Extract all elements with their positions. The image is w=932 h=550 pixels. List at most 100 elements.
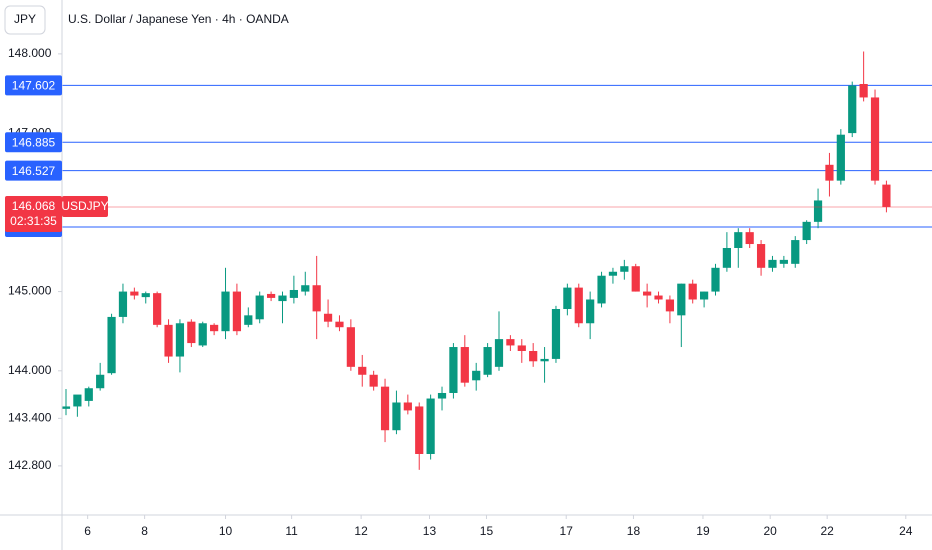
candle-body <box>756 244 766 268</box>
symbol-label: USDJPY <box>61 199 108 213</box>
candle-body <box>369 374 378 387</box>
candle-body <box>61 406 71 409</box>
candle-body <box>813 200 823 222</box>
candle-body <box>802 221 811 241</box>
x-tick-label: 22 <box>820 524 834 538</box>
candle-body <box>301 285 310 292</box>
candle-body <box>677 283 686 316</box>
candle-body <box>244 315 253 325</box>
candle-body <box>540 358 549 362</box>
candle-body <box>346 327 355 367</box>
y-tick-label: 148.000 <box>8 46 52 60</box>
candle-body <box>870 97 880 181</box>
candle-body <box>118 291 128 317</box>
candle-body <box>107 316 116 374</box>
candle-body <box>620 266 629 272</box>
candle-body <box>779 259 788 264</box>
x-tick-label: 15 <box>480 524 494 538</box>
candle-body <box>472 370 481 381</box>
x-tick-label: 11 <box>285 524 298 538</box>
candle-body <box>688 283 697 300</box>
candle-body <box>437 392 447 399</box>
candle-body <box>312 285 321 312</box>
y-tick-label: 144.000 <box>8 363 52 377</box>
candle-body <box>574 287 583 324</box>
x-tick-label: 19 <box>696 524 710 538</box>
candle-body <box>232 291 242 332</box>
level-tag-label: 147.602 <box>12 79 56 93</box>
candle-body <box>84 388 93 401</box>
candle-body <box>859 83 868 98</box>
candle-body <box>153 293 162 325</box>
x-tick-label: 10 <box>219 524 233 538</box>
candle-body <box>266 293 276 298</box>
currency: JPY <box>14 12 36 26</box>
candle-body <box>289 289 298 298</box>
x-tick-label: 8 <box>141 524 148 538</box>
level-tag <box>5 132 62 153</box>
candle-body <box>96 374 105 389</box>
candle-body <box>403 402 412 411</box>
price-tag <box>5 195 62 232</box>
currency-box[interactable] <box>4 5 46 35</box>
candle-body <box>358 366 367 375</box>
x-tick-label: 20 <box>764 524 778 538</box>
candle-body <box>882 184 891 207</box>
candle-body <box>221 291 230 332</box>
candle-body <box>517 345 526 351</box>
x-tick-label: 13 <box>423 524 437 538</box>
x-tick-label: 17 <box>560 524 574 538</box>
plot <box>61 51 932 470</box>
x-tick-label: 18 <box>627 524 641 538</box>
candle-body <box>130 291 139 296</box>
price-tag-label: 146.068 <box>12 199 56 213</box>
candle-body <box>483 347 492 375</box>
level-tag-label: 146.527 <box>12 164 56 178</box>
tags: 147.602146.885146.527145.815146.06802:31… <box>5 75 109 237</box>
level-tag <box>5 75 62 96</box>
candle-body <box>198 323 207 346</box>
candle-body <box>711 267 720 292</box>
level-tag <box>5 160 62 181</box>
chart-title: U.S. Dollar / Japanese Yen · 4h · OANDA <box>68 12 289 26</box>
candle-body <box>597 275 606 304</box>
candle-body <box>380 386 390 431</box>
candle-body <box>73 394 82 407</box>
candle-body <box>825 164 834 181</box>
candle-body <box>255 295 264 320</box>
candle-body <box>745 232 754 245</box>
candle-body <box>586 299 595 324</box>
candle-body <box>506 339 515 346</box>
y-tick-label: 142.800 <box>8 458 52 472</box>
candle-body <box>608 271 618 276</box>
x-tick-label: 24 <box>899 524 913 538</box>
candle-body <box>460 347 469 383</box>
candle-body <box>848 85 857 134</box>
candle-body <box>494 339 504 367</box>
candle-body <box>415 406 424 454</box>
candle-body <box>278 295 287 302</box>
candle-body <box>654 295 663 300</box>
candle-body <box>426 398 435 454</box>
candle-body <box>141 293 150 298</box>
candle-body <box>631 266 640 292</box>
candle-body <box>210 324 219 332</box>
x-tick-label: 12 <box>354 524 368 538</box>
candle-body <box>643 291 652 296</box>
candle-body <box>551 309 561 359</box>
candle-body <box>323 313 333 322</box>
y-tick-label: 143.400 <box>8 411 52 425</box>
candle-body <box>563 287 572 309</box>
candle-body <box>734 232 743 248</box>
candle-body <box>335 321 344 328</box>
candle-body <box>187 321 196 344</box>
x-tick-label: 6 <box>84 524 91 538</box>
symbol-tag <box>62 195 108 217</box>
candle-body <box>836 134 845 181</box>
candle-body <box>529 350 538 362</box>
level-tag-label: 146.885 <box>12 135 56 149</box>
